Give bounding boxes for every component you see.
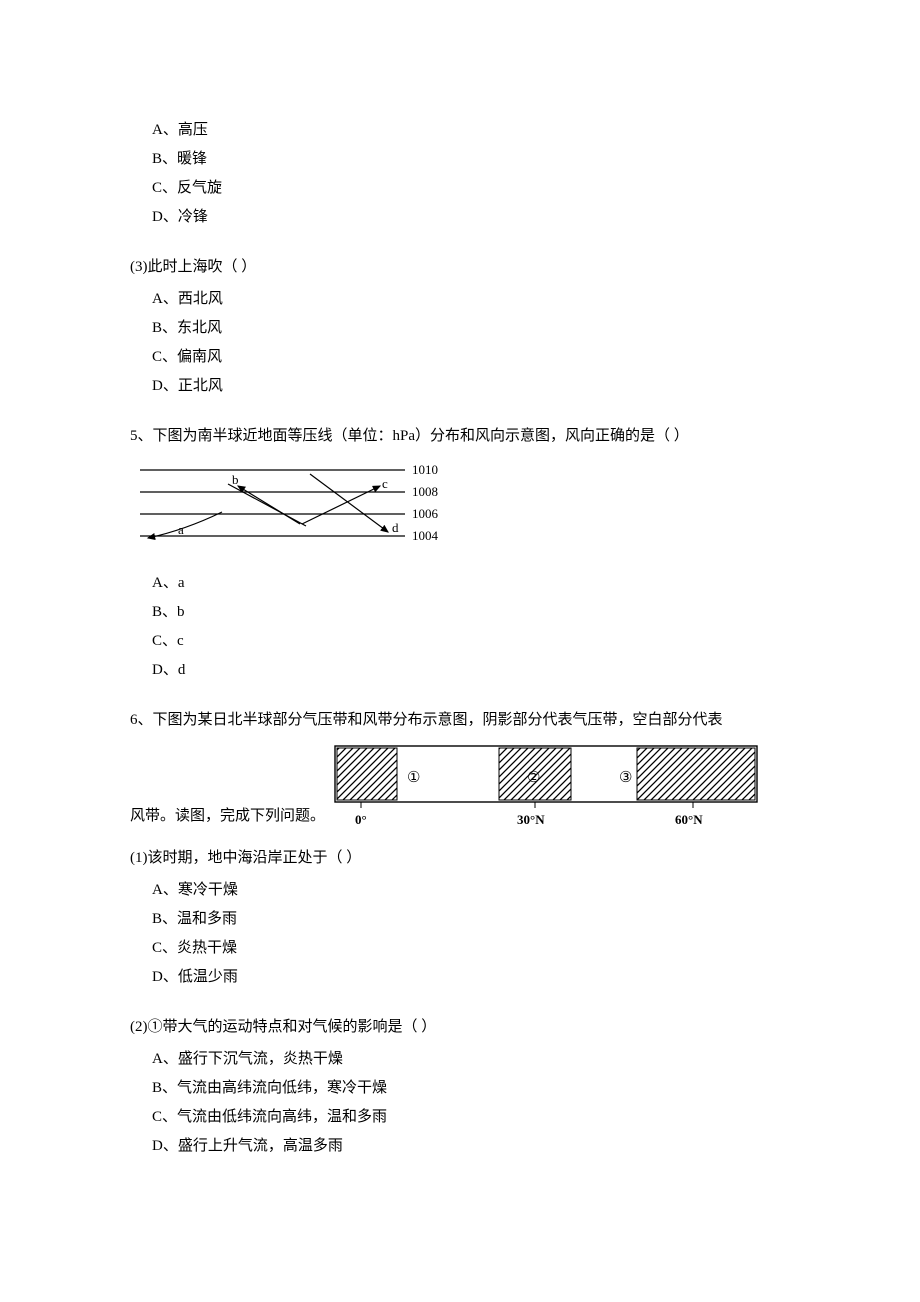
svg-text:③: ③ bbox=[619, 770, 632, 786]
svg-text:c: c bbox=[382, 476, 388, 491]
svg-text:0°: 0° bbox=[355, 812, 367, 827]
choice-B: B、b bbox=[152, 600, 790, 624]
svg-text:1006: 1006 bbox=[412, 506, 439, 521]
q6-part1-stem: (1)该时期，地中海沿岸正处于（ ） bbox=[130, 846, 790, 870]
q6-part2-choices: A、盛行下沉气流，炎热干燥 B、气流由高纬流向低纬，寒冷干燥 C、气流由低纬流向… bbox=[152, 1047, 790, 1158]
q4-part3-stem: (3)此时上海吹（ ） bbox=[130, 255, 790, 279]
svg-text:60°N: 60°N bbox=[675, 812, 703, 827]
q5-stem: 5、下图为南半球近地面等压线（单位：hPa）分布和风向示意图，风向正确的是（ ） bbox=[130, 424, 790, 448]
choice-C: C、c bbox=[152, 629, 790, 653]
choice-D: D、低温少雨 bbox=[152, 965, 790, 989]
choice-C: C、气流由低纬流向高纬，温和多雨 bbox=[152, 1105, 790, 1129]
choice-D: D、盛行上升气流，高温多雨 bbox=[152, 1134, 790, 1158]
choice-B: B、温和多雨 bbox=[152, 907, 790, 931]
choice-D: D、正北风 bbox=[152, 374, 790, 398]
q4-part2-choices: A、高压 B、暖锋 C、反气旋 D、冷锋 bbox=[152, 118, 790, 229]
choice-D: D、d bbox=[152, 658, 790, 682]
q6-stem-line1: 6、下图为某日北半球部分气压带和风带分布示意图，阴影部分代表气压带，空白部分代表 bbox=[130, 708, 790, 732]
q5-choices: A、a B、b C、c D、d bbox=[152, 571, 790, 682]
svg-text:b: b bbox=[232, 472, 239, 487]
q6-part1-choices: A、寒冷干燥 B、温和多雨 C、炎热干燥 D、低温少雨 bbox=[152, 878, 790, 989]
q5-figure: 1010 1008 1006 1004 a b c d bbox=[130, 458, 790, 553]
svg-text:30°N: 30°N bbox=[517, 812, 545, 827]
svg-text:a: a bbox=[178, 522, 184, 537]
choice-B: B、东北风 bbox=[152, 316, 790, 340]
choice-A: A、高压 bbox=[152, 118, 790, 142]
choice-D: D、冷锋 bbox=[152, 205, 790, 229]
svg-text:1008: 1008 bbox=[412, 484, 438, 499]
choice-B: B、暖锋 bbox=[152, 147, 790, 171]
choice-C: C、偏南风 bbox=[152, 345, 790, 369]
svg-text:1010: 1010 bbox=[412, 462, 438, 477]
choice-C: C、反气旋 bbox=[152, 176, 790, 200]
choice-A: A、西北风 bbox=[152, 287, 790, 311]
svg-text:1004: 1004 bbox=[412, 528, 439, 543]
choice-A: A、寒冷干燥 bbox=[152, 878, 790, 902]
svg-text:②: ② bbox=[527, 770, 540, 786]
choice-A: A、a bbox=[152, 571, 790, 595]
choice-B: B、气流由高纬流向低纬，寒冷干燥 bbox=[152, 1076, 790, 1100]
svg-text:①: ① bbox=[407, 770, 420, 786]
q6-figure: ① ② ③ 0° 30°N 60°N bbox=[331, 742, 761, 828]
choice-C: C、炎热干燥 bbox=[152, 936, 790, 960]
q4-part3-choices: A、西北风 B、东北风 C、偏南风 D、正北风 bbox=[152, 287, 790, 398]
q6-stem-line2: 风带。读图，完成下列问题。 bbox=[130, 804, 331, 828]
svg-text:d: d bbox=[392, 520, 399, 535]
choice-A: A、盛行下沉气流，炎热干燥 bbox=[152, 1047, 790, 1071]
q6-part2-stem: (2)①带大气的运动特点和对气候的影响是（ ） bbox=[130, 1015, 790, 1039]
